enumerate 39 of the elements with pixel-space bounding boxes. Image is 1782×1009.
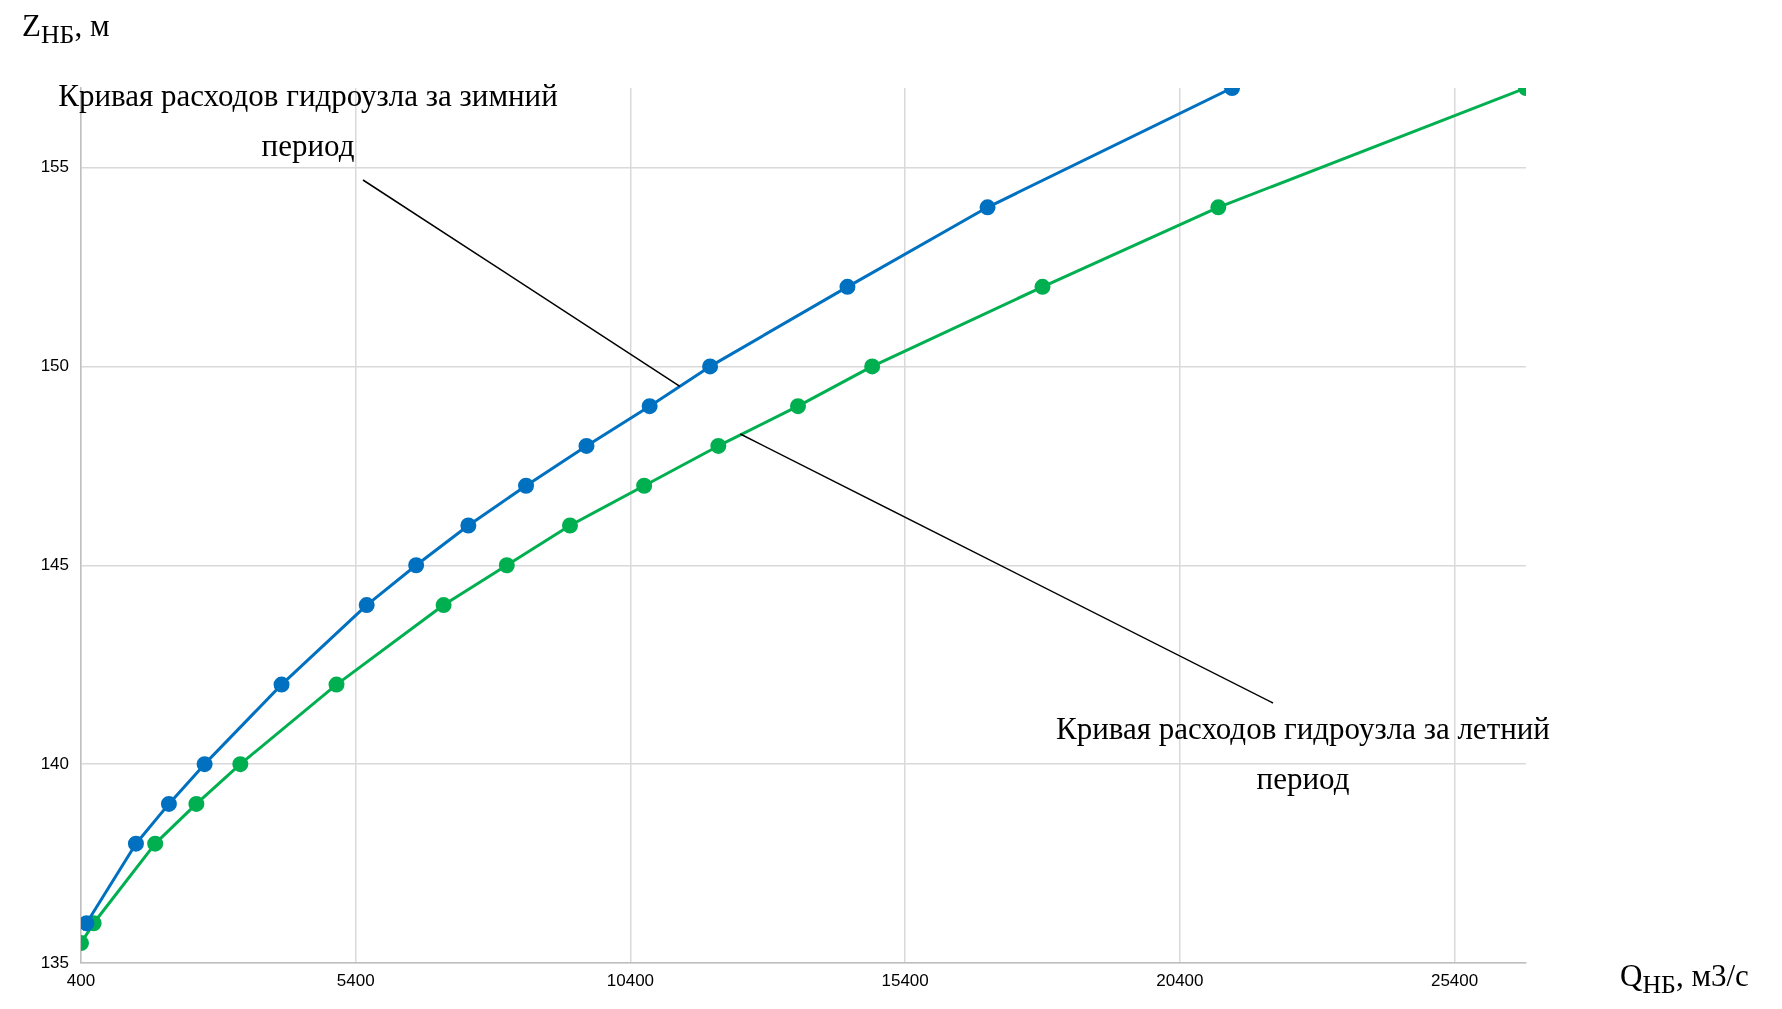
point: [147, 835, 164, 852]
point: [864, 358, 881, 375]
y-tick-label: 145: [40, 554, 69, 574]
point: [702, 358, 719, 375]
x-tick-label: 20400: [1156, 970, 1204, 990]
x-tick-label: 10400: [606, 970, 655, 990]
point: [641, 398, 658, 415]
point: [358, 597, 375, 614]
point: [561, 517, 578, 534]
x-tick-label: 400: [66, 970, 96, 990]
x-tick-label: 5400: [336, 970, 375, 990]
point: [460, 517, 477, 534]
point: [328, 676, 345, 693]
point: [1210, 199, 1227, 216]
x-axis-title: Q$_{НБ}$, м3/с: [1620, 958, 1749, 1001]
y-axis-title: Z$_{НБ}$, м: [22, 8, 110, 51]
point: [839, 278, 856, 295]
x-tick-label: 15400: [881, 970, 929, 990]
point: [196, 756, 213, 773]
annotation: Кривая расходов гидроузла за летний период: [1056, 711, 1550, 797]
point: [127, 835, 144, 852]
point: [273, 676, 290, 693]
point: [578, 437, 595, 454]
point: [408, 557, 425, 574]
point: [160, 795, 177, 812]
point: [518, 477, 535, 494]
x-tick-label: 25400: [1430, 970, 1479, 990]
point: [636, 477, 653, 494]
point: [1034, 278, 1051, 295]
point: [979, 199, 996, 216]
y-tick-label: 140: [40, 753, 69, 773]
y-tick-label: 135: [40, 952, 69, 972]
point: [790, 398, 807, 415]
point: [435, 597, 452, 614]
point: [710, 437, 727, 454]
point: [498, 557, 515, 574]
point: [232, 756, 249, 773]
y-tick-label: 150: [40, 356, 69, 376]
point: [188, 795, 205, 812]
